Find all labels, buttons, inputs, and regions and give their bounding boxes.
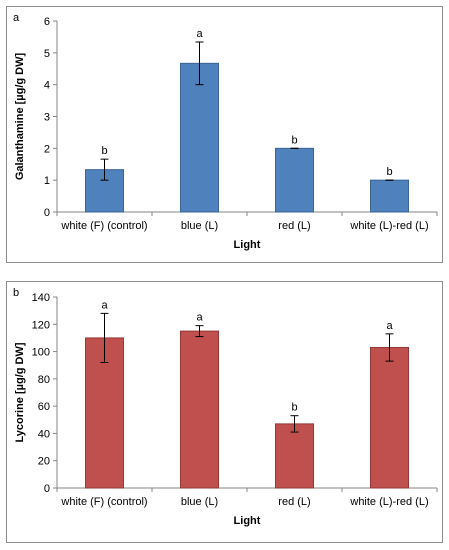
- y-tick-label: 4: [44, 80, 50, 92]
- chart-b-svg: b 0 20 40 60 80 100 120 140 a white (F) (control) a…: [13, 287, 438, 527]
- significance-letter: a: [196, 28, 203, 40]
- y-tick-label: 100: [32, 347, 50, 359]
- x-axis-title: Light: [234, 515, 261, 527]
- x-tick-label: white (L)-red (L): [349, 220, 428, 232]
- x-tick-label: white (L)-red (L): [349, 496, 428, 508]
- panel-label: a: [13, 12, 20, 24]
- x-tick-label: white (F) (control): [60, 220, 147, 232]
- bar: [180, 62, 219, 213]
- y-tick-label: 6: [44, 16, 50, 28]
- bar: [180, 330, 219, 489]
- y-tick-label: 140: [32, 292, 50, 304]
- bar: [370, 179, 409, 213]
- significance-letter: b: [101, 145, 107, 157]
- y-tick-label: 3: [44, 112, 50, 124]
- significance-letter: a: [386, 320, 393, 332]
- y-tick-label: 0: [44, 483, 50, 495]
- x-tick-label: blue (L): [181, 496, 218, 508]
- x-axis-title: Light: [234, 239, 261, 251]
- significance-letter: a: [196, 312, 203, 324]
- bar: [85, 169, 124, 213]
- significance-letter: b: [291, 402, 297, 414]
- y-axis-title: Galanthamine [µg/g DW]: [14, 52, 26, 180]
- chart-panel-b: b 0 20 40 60 80 100 120 140 a white (F) (control) a…: [6, 281, 443, 543]
- bar: [275, 423, 314, 489]
- y-tick-label: 2: [44, 143, 50, 155]
- bar: [275, 147, 314, 213]
- y-tick-label: 80: [38, 374, 50, 386]
- x-tick-label: blue (L): [181, 220, 218, 232]
- significance-letter: b: [291, 134, 297, 146]
- y-tick-label: 40: [38, 428, 50, 440]
- chart-a-svg: a 0 1 2 3 4 5 6 b white (F) (control) a blue (L) b re…: [13, 12, 438, 251]
- significance-letter: a: [101, 299, 108, 311]
- x-tick-label: white (F) (control): [60, 496, 147, 508]
- x-tick-label: red (L): [278, 496, 310, 508]
- significance-letter: b: [386, 166, 392, 178]
- chart-panel-a: a 0 1 2 3 4 5 6 b white (F) (control) a blue (L) b re…: [6, 6, 443, 263]
- panel-label: b: [13, 287, 19, 299]
- bar: [370, 346, 409, 489]
- y-tick-label: 60: [38, 401, 50, 413]
- y-tick-label: 1: [44, 175, 50, 187]
- y-tick-label: 0: [44, 207, 50, 219]
- x-tick-label: red (L): [278, 220, 310, 232]
- y-axis-title: Lycorine [µg/g DW]: [14, 342, 26, 442]
- y-tick-label: 120: [32, 319, 50, 331]
- y-tick-label: 5: [44, 48, 50, 60]
- y-tick-label: 20: [38, 456, 50, 468]
